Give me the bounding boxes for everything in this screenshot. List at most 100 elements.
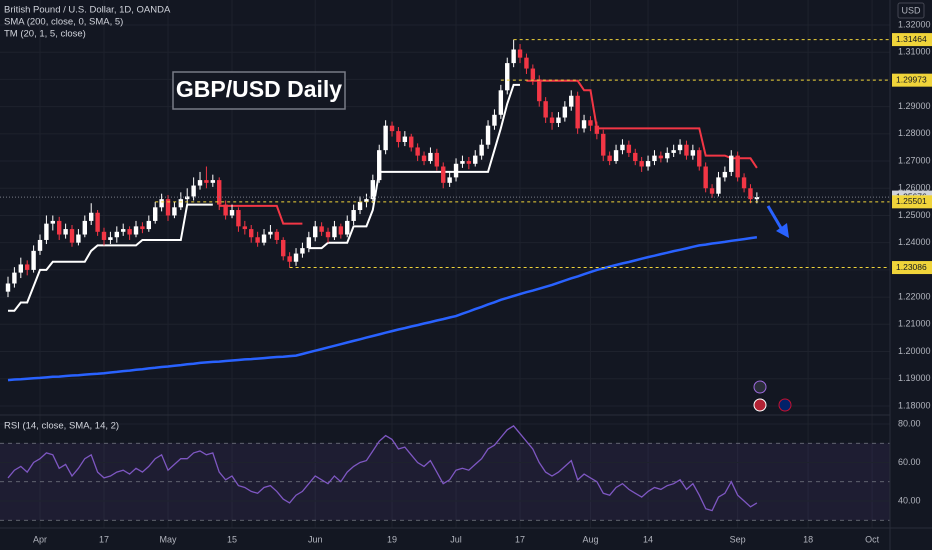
candle-body <box>473 155 478 164</box>
candle-body <box>146 220 152 230</box>
y-tick-label: 1.28000 <box>898 128 931 138</box>
y-tick-label: 40.00 <box>898 495 921 505</box>
candle-body <box>236 210 241 227</box>
price-level-label: 1.31464 <box>896 34 927 44</box>
indicator-line <box>219 79 758 225</box>
axis-labels: Apr 17 May 15 Jun 19 Jul 17 Aug 14 Sep 18 Oct 1.18000… <box>33 19 932 544</box>
rsi-label: RSI (14, close, SMA, 14, 2) <box>4 421 119 432</box>
uk-flag-icon[interactable] <box>778 398 792 412</box>
candle-body <box>229 210 235 216</box>
x-tick-label: Jul <box>450 534 462 544</box>
candle-body <box>530 68 536 80</box>
candle-body <box>89 212 94 221</box>
candle-body <box>377 150 382 181</box>
candle-body <box>370 180 376 200</box>
candle-body <box>101 231 107 240</box>
candle-body <box>12 272 17 284</box>
price-level-label-bg <box>892 73 932 87</box>
candle-body <box>197 180 203 186</box>
candle-body <box>338 226 344 235</box>
indicator-line <box>8 83 520 312</box>
candle-body <box>690 150 696 156</box>
x-tick-label: 18 <box>803 534 813 544</box>
candle-body <box>581 120 587 129</box>
candle-body <box>575 95 580 129</box>
candle-body <box>121 229 126 232</box>
candle-body <box>754 197 760 200</box>
candle-body <box>556 117 561 123</box>
candle-body <box>729 155 734 172</box>
candle-body <box>684 144 689 156</box>
candle-body <box>447 177 452 183</box>
annotation: GBP/USD Daily <box>176 76 342 102</box>
x-tick-label: Apr <box>33 534 47 544</box>
x-tick-label: 19 <box>387 534 397 544</box>
candle-body <box>242 226 248 230</box>
candle-body <box>204 180 209 183</box>
candle-body <box>441 166 446 183</box>
y-tick-label: 1.29000 <box>898 101 931 111</box>
candle-body <box>428 152 433 162</box>
candle-body <box>185 196 190 200</box>
x-tick-label: 17 <box>99 534 109 544</box>
candle-body <box>114 231 120 238</box>
candle-body <box>479 144 484 156</box>
currency-box[interactable] <box>897 2 925 19</box>
candle-body <box>50 220 56 224</box>
candle-body <box>434 152 440 167</box>
currency[interactable]: USD <box>901 5 921 15</box>
candle-body <box>485 125 491 145</box>
x-tick-label: 15 <box>227 534 237 544</box>
price-level-label: 1.23086 <box>896 262 927 272</box>
candle-body <box>492 114 497 126</box>
candle-body <box>511 49 516 64</box>
candle-body <box>172 207 177 216</box>
candle-body <box>249 229 254 238</box>
candle-body <box>569 95 574 107</box>
candle-body <box>165 199 171 216</box>
candle-body <box>108 237 113 240</box>
candle-body <box>709 188 715 194</box>
candle-body <box>543 101 548 118</box>
candle-body <box>37 239 43 251</box>
candle-body <box>69 229 75 243</box>
y-tick-label: 1.18000 <box>898 400 931 410</box>
candle-body <box>300 248 305 254</box>
price-level-label-bg <box>892 195 932 209</box>
annotation-box <box>172 71 346 110</box>
candle-body <box>389 125 395 132</box>
y-tick-label: 60.00 <box>898 457 921 467</box>
event-icon[interactable] <box>753 380 767 394</box>
candle-body <box>293 253 299 262</box>
y-tick-label: 1.20000 <box>898 346 931 356</box>
y-tick-label: 80.00 <box>898 418 921 428</box>
rsi-band-fill <box>0 443 890 521</box>
marks <box>0 39 890 512</box>
us-flag-icon[interactable] <box>753 398 767 412</box>
candle-body <box>421 155 427 162</box>
candle-body <box>306 237 312 249</box>
candle-body <box>466 161 472 164</box>
candle-body <box>697 150 702 167</box>
rsi-line <box>7 425 758 512</box>
candle-body <box>351 210 356 221</box>
sma-label: SMA (200, close, 0, SMA, 5) <box>4 17 123 28</box>
candle-body <box>332 226 337 238</box>
candle-body <box>748 188 753 200</box>
x-tick-label: Jun <box>308 534 323 544</box>
x-tick-label: 17 <box>515 534 525 544</box>
candle-body <box>613 150 619 162</box>
candle-body <box>127 229 132 235</box>
candle-body <box>383 125 388 151</box>
candle-body <box>82 220 88 235</box>
candle-body <box>159 199 164 208</box>
candle-body <box>460 161 465 164</box>
y-tick-label: 1.27000 <box>898 155 931 165</box>
candle-body <box>191 185 196 197</box>
candle-body <box>255 237 260 243</box>
candle-body <box>665 152 670 159</box>
symbol-title: British Pound / U.S. Dollar, 1D, OANDA <box>4 5 171 16</box>
x-tick-label: Sep <box>730 534 746 544</box>
y-tick-label: 1.21000 <box>898 319 931 329</box>
